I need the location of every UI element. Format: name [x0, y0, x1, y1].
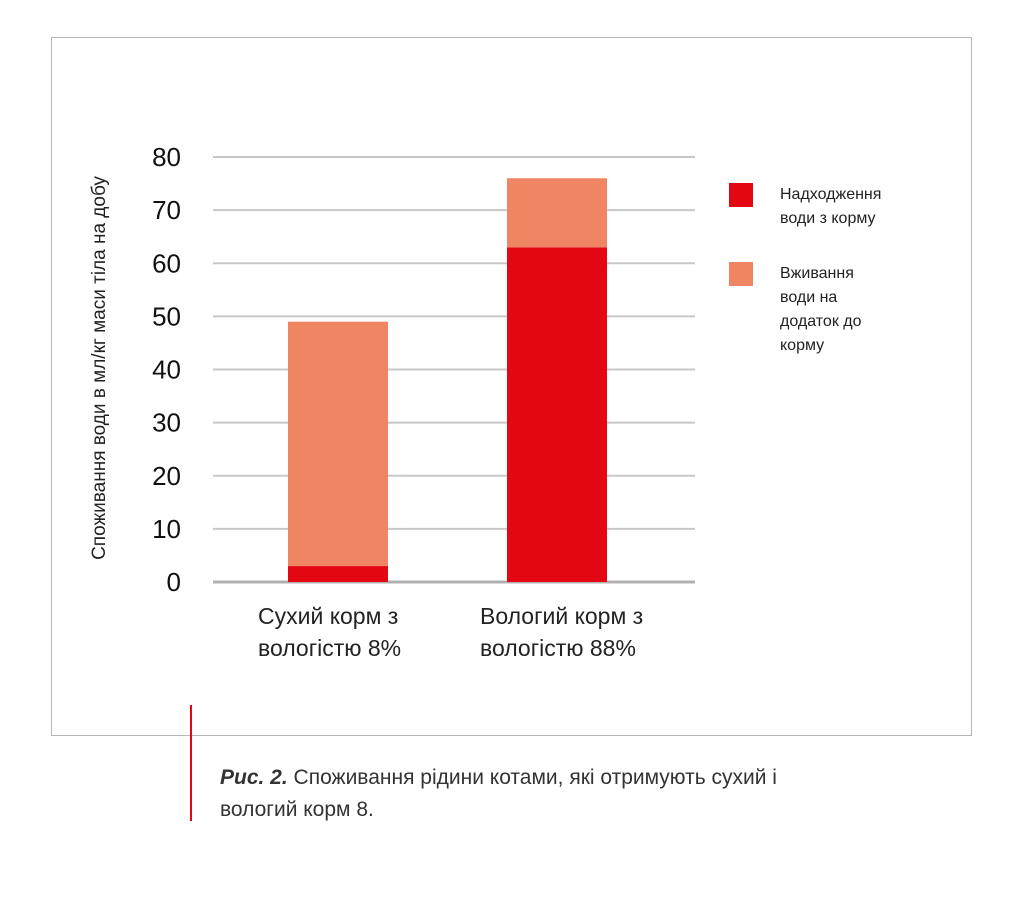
- caption-label: Рис. 2.: [220, 766, 288, 789]
- legend-label: Вживання води на додаток до корму: [780, 265, 862, 354]
- y-axis-label: Споживання води в мл/кг маси тіла на доб…: [89, 176, 110, 560]
- y-tick-label: 10: [152, 514, 181, 544]
- caption-text: Споживання рідини котами, які отримують …: [220, 766, 777, 821]
- bar-segment: [288, 566, 388, 582]
- figure-caption: Рис. 2. Споживання рідини котами, які от…: [220, 762, 860, 826]
- y-tick-label: 0: [167, 567, 181, 597]
- y-tick-label: 30: [152, 408, 181, 438]
- y-tick-label: 80: [152, 142, 181, 172]
- y-tick-label: 40: [152, 355, 181, 385]
- y-tick-label: 60: [152, 248, 181, 278]
- legend-label: Надходження води з корму: [780, 186, 882, 227]
- y-tick-label: 70: [152, 195, 181, 225]
- bar-segment: [288, 321, 388, 567]
- bar-segment: [507, 178, 607, 248]
- bar-segment: [507, 247, 607, 582]
- chart-frame: [51, 37, 972, 736]
- x-tick-label-dry-food: Сухий корм з вологістю 8%: [258, 603, 402, 661]
- x-tick-label-wet-food: Вологий корм з вологістю 88%: [480, 603, 644, 661]
- y-tick-label: 50: [152, 301, 181, 331]
- y-tick-label: 20: [152, 461, 181, 491]
- legend-swatch: [729, 183, 753, 207]
- legend-swatch: [729, 262, 753, 286]
- caption-accent-line: [190, 705, 192, 821]
